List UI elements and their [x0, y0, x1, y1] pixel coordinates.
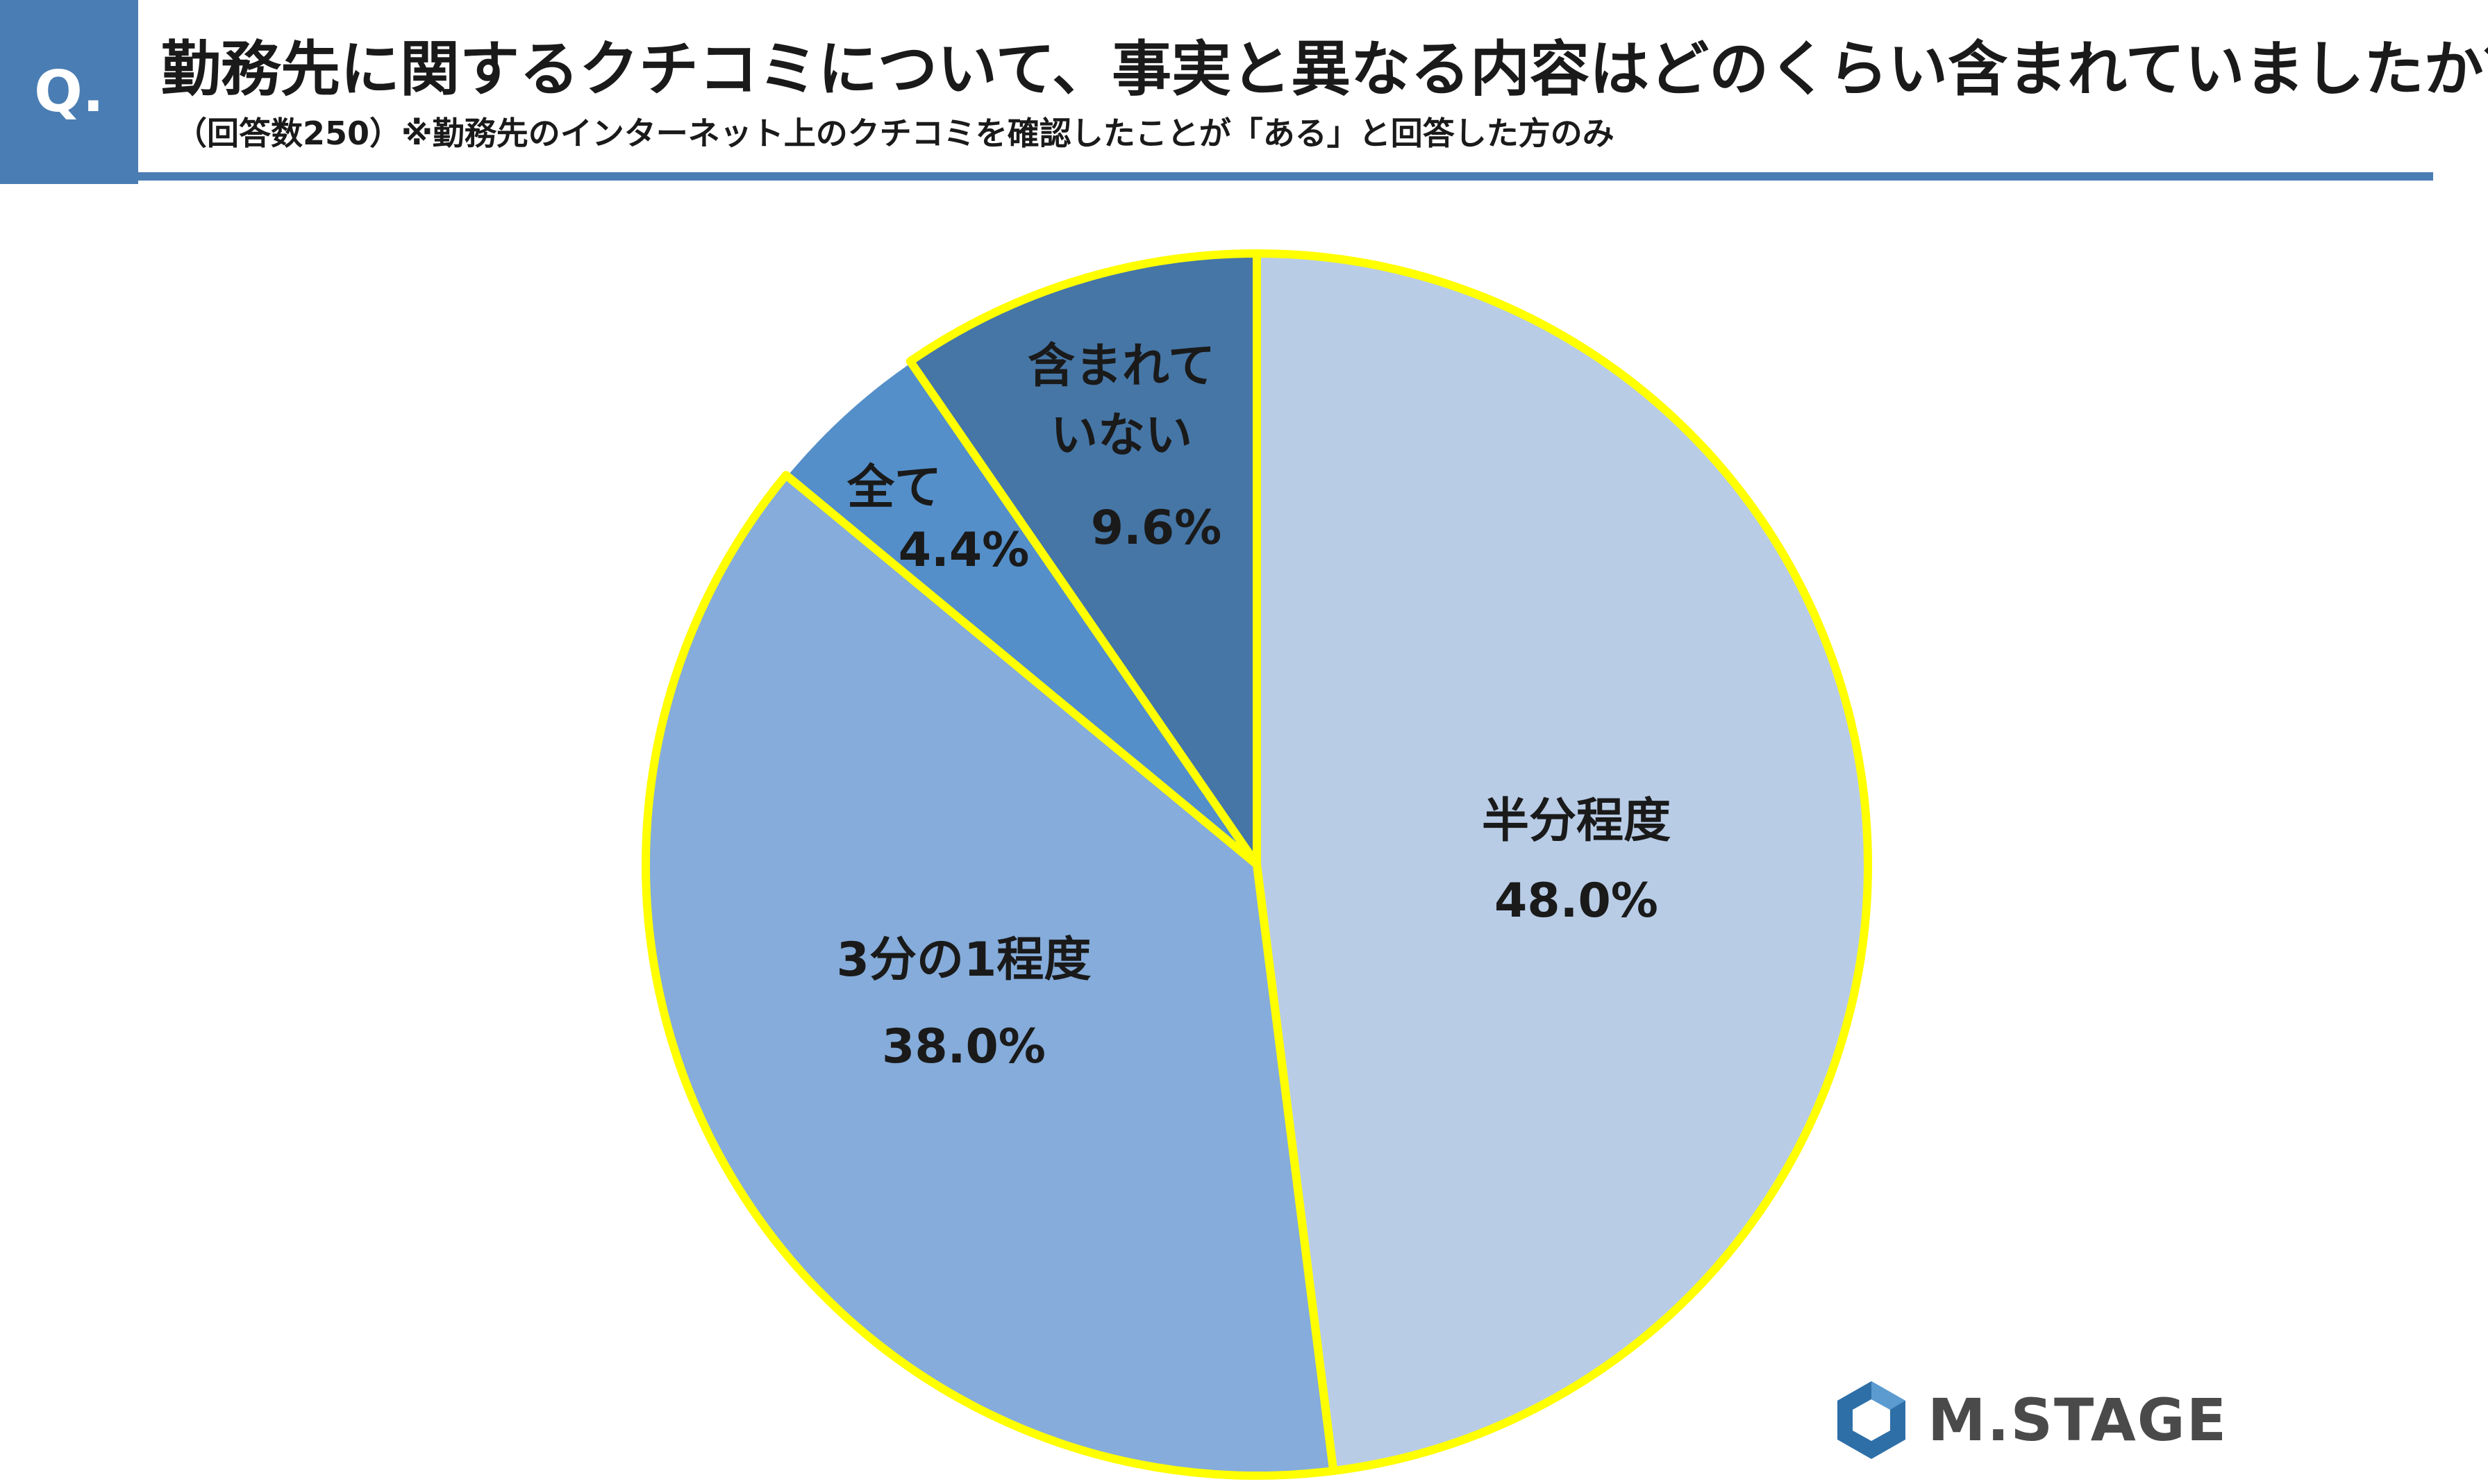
slice-label-none-line1: 含まれて	[1028, 339, 1215, 394]
pie-slice-none-highlight	[905, 249, 1261, 869]
pie-slice-half	[1255, 251, 1870, 1473]
hexagon-logo-icon	[1837, 1381, 1905, 1459]
chart-subtitle: （回答数250）※勤務先のインターネット上のクチコミを確認したことが「ある」と回…	[175, 115, 1614, 152]
slice-label-none-line2: いない	[1051, 408, 1192, 463]
slice-value-none: 9.6%	[1091, 501, 1222, 556]
chart-question-title: 勤務先に関するクチコミについて、事実と異なる内容はどのくらい含まれていましたか？	[161, 35, 2488, 104]
pie-slice-half-highlight	[1253, 249, 1872, 1476]
header-divider	[138, 172, 2433, 181]
slice-value-half: 48.0%	[1494, 874, 1658, 928]
slice-value-all: 4.4%	[899, 523, 1030, 578]
slice-label-half: 半分程度	[1482, 794, 1671, 849]
question-badge: Q.	[0, 0, 138, 184]
pie-highlight-borders	[642, 249, 1872, 1480]
brand-logo: M.STAGE	[1833, 1378, 2228, 1462]
slice-label-one-third: 3分の1程度	[837, 933, 1092, 987]
pie-labels: 半分程度 48.0% 3分の1程度 38.0% 全て 4.4% 含まれて いない…	[837, 339, 1671, 1074]
slice-value-one-third: 38.0%	[882, 1019, 1046, 1074]
pie-slice-one-third-highlight	[642, 471, 1338, 1480]
pie-slice-all	[783, 358, 1259, 866]
slice-label-all: 全て	[846, 460, 942, 515]
brand-logo-text: M.STAGE	[1928, 1386, 2228, 1454]
